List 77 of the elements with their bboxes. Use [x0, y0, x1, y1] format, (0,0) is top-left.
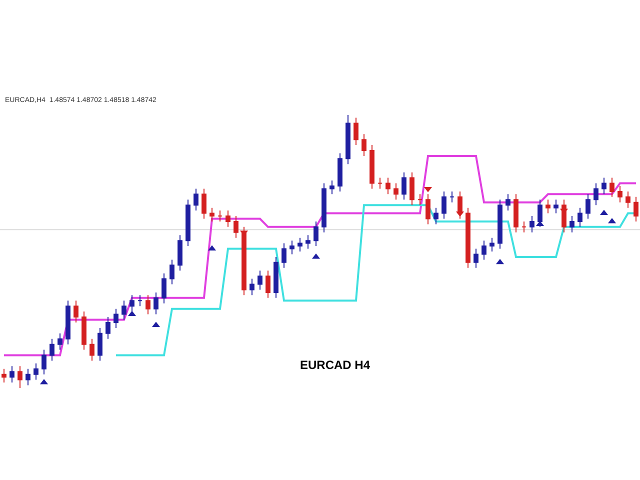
- candlestick: [554, 199, 558, 214]
- candlestick: [90, 338, 94, 362]
- candlestick: [474, 248, 478, 268]
- candlestick: [434, 207, 438, 225]
- candlestick: [122, 300, 126, 320]
- candlestick: [466, 207, 470, 268]
- candlestick: [218, 210, 222, 222]
- candlestick: [42, 349, 46, 375]
- candlestick: [10, 366, 14, 384]
- candlestick: [418, 194, 422, 206]
- candlestick: [578, 207, 582, 228]
- candlestick: [450, 190, 454, 203]
- candlestick: [314, 220, 318, 247]
- candlestick: [138, 294, 142, 307]
- candlestick: [570, 216, 574, 233]
- candlestick: [522, 220, 526, 233]
- candlestick: [402, 172, 406, 200]
- candlestick: [362, 134, 366, 156]
- candlestick: [50, 338, 54, 362]
- candlestick: [394, 182, 398, 200]
- candlestick: [66, 300, 70, 345]
- candlestick: [266, 270, 270, 298]
- candlestick: [26, 368, 30, 386]
- candlestick: [610, 177, 614, 198]
- candlestick: [386, 177, 390, 195]
- candlestick: [298, 237, 302, 252]
- candlestick: [586, 194, 590, 220]
- candlestick: [114, 308, 118, 328]
- candlestick: [546, 199, 550, 214]
- candlestick: [346, 114, 350, 165]
- candlestick: [242, 226, 246, 296]
- candlestick: [2, 368, 6, 384]
- candlestick: [482, 240, 486, 260]
- candlestick: [306, 234, 310, 250]
- candlestick: [426, 194, 430, 225]
- candlestick: [378, 177, 382, 190]
- candlestick: [602, 177, 606, 195]
- candlestick: [154, 292, 158, 315]
- candlestick: [34, 362, 38, 380]
- candlestick: [274, 256, 278, 298]
- candlestick: [178, 234, 182, 272]
- candlestick: [202, 188, 206, 220]
- candlestick: [170, 259, 174, 285]
- candlestick: [330, 180, 334, 195]
- candlestick: [626, 190, 630, 208]
- candlestick: [282, 242, 286, 268]
- annotation: EURCAD H4: [300, 358, 370, 372]
- candlestick: [74, 300, 78, 323]
- candlestick: [354, 117, 358, 146]
- candlestick: [634, 196, 638, 222]
- candlestick: [338, 152, 342, 192]
- candlestick: [194, 188, 198, 212]
- candlestick: [250, 278, 254, 296]
- candlestick: [258, 270, 262, 290]
- candlestick: [162, 272, 166, 304]
- candlestick: [210, 207, 214, 222]
- candlestick: [18, 366, 22, 388]
- candlestick: [490, 237, 494, 252]
- candlestick: [98, 327, 102, 362]
- candlestick: [514, 194, 518, 233]
- candlestick: [82, 311, 86, 350]
- candlestick: [506, 194, 510, 212]
- candlestick: [322, 182, 326, 233]
- candlestick: [290, 240, 294, 255]
- candlestick: [186, 199, 190, 247]
- candlestick: [618, 185, 622, 203]
- candlestick: [130, 294, 134, 312]
- candlestick: [442, 190, 446, 220]
- candlestick: [594, 182, 598, 206]
- candlestick: [106, 316, 110, 340]
- candlestick: [226, 210, 230, 228]
- candlestick: [538, 199, 542, 228]
- candlestick: [146, 294, 150, 315]
- candlestick: [370, 144, 374, 190]
- candlestick: [58, 332, 62, 350]
- candlestick: [410, 172, 414, 206]
- candlestick: [498, 199, 502, 250]
